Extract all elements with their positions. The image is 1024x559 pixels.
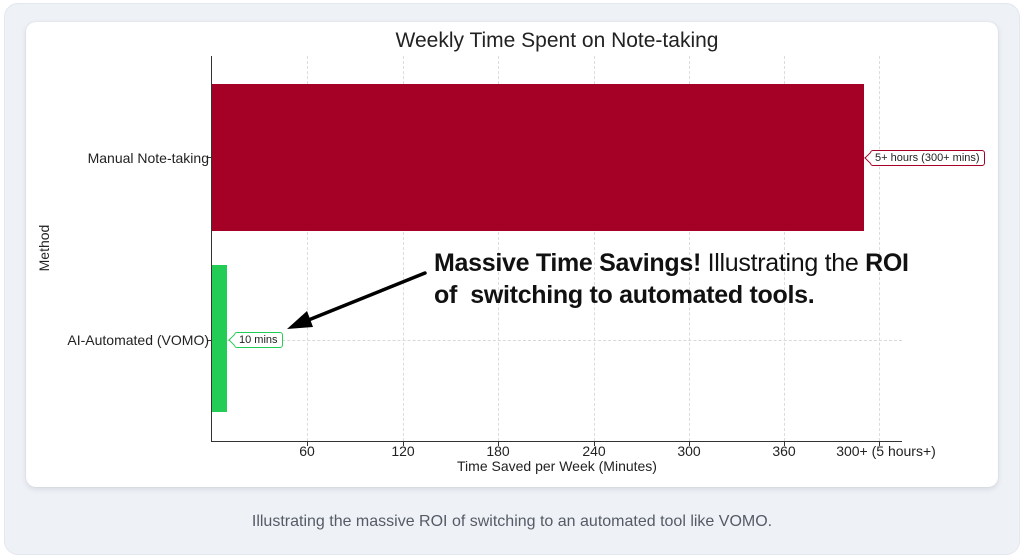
x-tick-label-300plus: 300+ (5 hours+) — [836, 443, 936, 459]
figure-caption: Illustrating the massive ROI of switchin… — [251, 513, 773, 530]
x-tick — [689, 441, 690, 446]
y-tick — [207, 340, 212, 341]
value-label-automated: 10 mins — [234, 332, 283, 348]
annotation-normal-text: Illustrating the — [700, 249, 866, 277]
gridline-y-automated — [212, 340, 902, 341]
gridline-x-360 — [784, 56, 785, 441]
x-tick-label-240: 240 — [582, 443, 606, 459]
x-tick — [784, 441, 785, 446]
x-axis-title: Time Saved per Week (Minutes) — [457, 458, 657, 474]
annotation-line-2: of switching to automated tools. — [434, 279, 974, 311]
x-tick-label-120: 120 — [391, 443, 415, 459]
category-label-manual: Manual Note-taking — [87, 150, 209, 166]
gridline-x-60 — [307, 56, 308, 441]
annotation-text: Massive Time Savings! Illustrating the R… — [434, 247, 974, 311]
bar-manual-note-taking — [212, 84, 864, 231]
x-tick — [403, 441, 404, 446]
gridline-x-120 — [403, 56, 404, 441]
gridline-x-180 — [498, 56, 499, 441]
annotation-bold-headline: Massive Time Savings! — [434, 249, 701, 277]
x-tick-label-360: 360 — [772, 443, 796, 459]
x-tick-label-300: 300 — [677, 443, 701, 459]
x-axis-line — [211, 441, 902, 443]
chart-title: Weekly Time Spent on Note-taking — [395, 29, 719, 52]
category-label-automated: AI-Automated (VOMO) — [67, 332, 209, 348]
x-tick-label-60: 60 — [299, 443, 315, 459]
annotation-bold-line-2: of switching to automated tools. — [434, 281, 815, 309]
x-tick — [879, 441, 880, 446]
annotation-line-1: Massive Time Savings! Illustrating the R… — [434, 247, 974, 279]
y-tick — [207, 157, 212, 158]
annotation-bold-roi: ROI — [865, 249, 909, 277]
x-tick — [307, 441, 308, 446]
value-label-manual: 5+ hours (300+ mins) — [870, 150, 985, 166]
x-tick-label-180: 180 — [486, 443, 510, 459]
gridline-x-300 — [689, 56, 690, 441]
gridline-x-240 — [594, 56, 595, 441]
y-axis-line — [211, 56, 213, 442]
x-tick — [594, 441, 595, 446]
x-tick — [498, 441, 499, 446]
gridline-x-300plus — [879, 56, 880, 441]
bar-ai-automated-vomo — [212, 265, 227, 412]
